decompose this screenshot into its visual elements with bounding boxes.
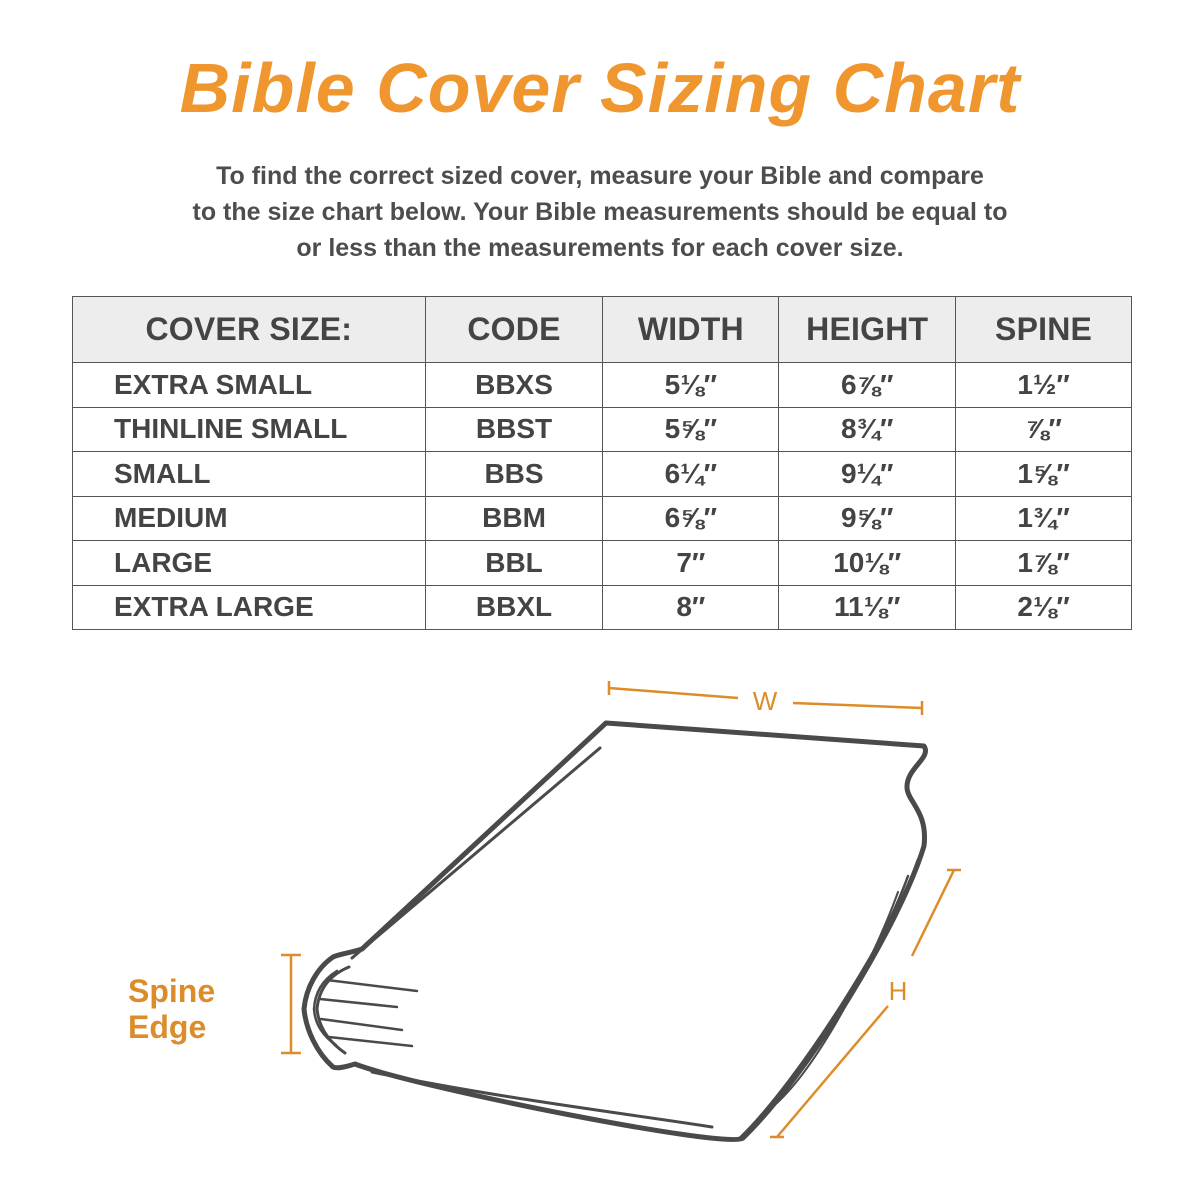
svg-text:Spine: Spine — [128, 973, 215, 1009]
svg-text:W: W — [753, 686, 778, 716]
svg-text:Edge: Edge — [128, 1009, 206, 1045]
svg-text:H: H — [889, 976, 908, 1006]
